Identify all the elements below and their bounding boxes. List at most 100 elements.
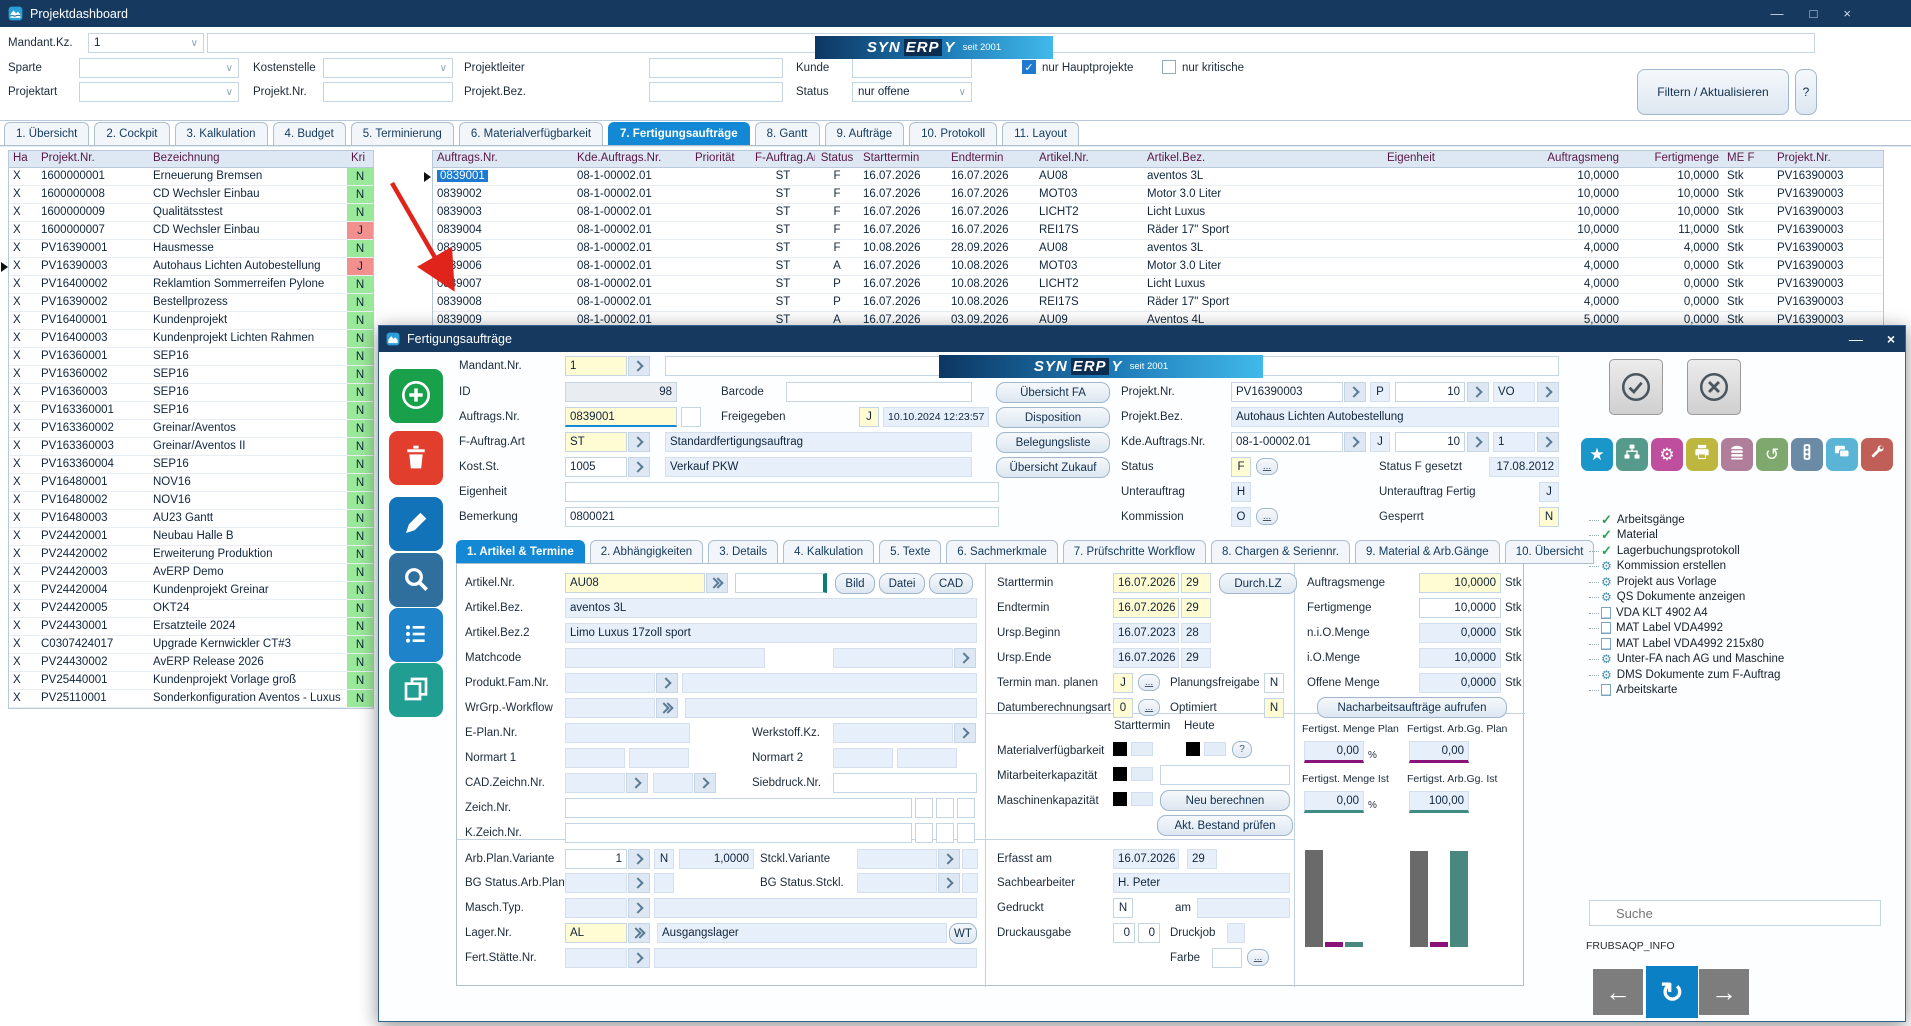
- nur-hauptprojekte-checkbox[interactable]: ✓: [1022, 60, 1036, 74]
- lookup-chevron-icon[interactable]: [1467, 382, 1489, 402]
- lookup-chevron-icon[interactable]: [628, 873, 650, 893]
- lookup-chevron-icon[interactable]: [628, 457, 650, 477]
- table-row[interactable]: X PV16390002 Bestellprozess N: [9, 294, 373, 312]
- comments-button[interactable]: [1826, 438, 1858, 471]
- nacharbeitsauftraege-button[interactable]: Nacharbeitsaufträge aufrufen: [1317, 697, 1507, 718]
- list-button[interactable]: [389, 608, 443, 662]
- lookup-chevron-icon[interactable]: [1537, 432, 1559, 452]
- table-row[interactable]: X PV16400002 Reklamtion Sommerreifen Pylon…: [9, 276, 373, 294]
- print-button[interactable]: [1686, 438, 1718, 471]
- dialog-tab[interactable]: 5. Texte: [879, 540, 942, 564]
- projekt-pos-input[interactable]: 10: [1395, 382, 1465, 402]
- mitarbeiter-field[interactable]: [1160, 765, 1290, 785]
- wrgrp-input[interactable]: [565, 698, 655, 718]
- lookup-chevron-icon[interactable]: [694, 773, 716, 793]
- dialog-tab[interactable]: 8. Chargen & Seriennr.: [1210, 540, 1350, 564]
- tree-item[interactable]: VDA KLT 4902 A4: [1587, 605, 1784, 621]
- tree-item[interactable]: MAT Label VDA4992 215x80: [1587, 636, 1784, 652]
- mandant-nr-input[interactable]: 1: [565, 356, 627, 376]
- auftrags-nr-input[interactable]: 0839001: [565, 407, 677, 427]
- tree-item[interactable]: ⚙ Kommission erstellen: [1587, 559, 1784, 575]
- table-row[interactable]: X PV163360001 SEP16 N: [9, 402, 373, 420]
- datei-button[interactable]: Datei: [879, 573, 925, 594]
- kde-pos-input[interactable]: 10: [1395, 432, 1465, 452]
- table-row[interactable]: 0839006 08-1-00002.01 ST A 16.07.2026 10.08.2…: [433, 258, 1883, 276]
- dialog-close-button[interactable]: ×: [1886, 331, 1895, 347]
- table-row[interactable]: X 1600000007 CD Wechsler Einbau J: [9, 222, 373, 240]
- produkt-fam-input[interactable]: [565, 673, 655, 693]
- bemerkung-input[interactable]: 0800021: [565, 507, 999, 527]
- table-row[interactable]: 0839004 08-1-00002.01 ST F 16.07.2026 16.07.2…: [433, 222, 1883, 240]
- dialog-minimize-button[interactable]: —: [1848, 331, 1863, 347]
- lookup-chevron-icon[interactable]: [954, 648, 976, 668]
- main-tab[interactable]: 10. Protokoll: [909, 122, 998, 145]
- kommission-flag[interactable]: O: [1231, 507, 1251, 527]
- zeich-cell3[interactable]: [957, 798, 975, 818]
- durch-lz-button[interactable]: Durch.LZ: [1219, 573, 1297, 594]
- kostenstelle-select[interactable]: ∨: [323, 58, 453, 78]
- help-button[interactable]: ?: [1795, 69, 1817, 115]
- optimiert-flag[interactable]: N: [1264, 698, 1284, 718]
- projekt-nr-input[interactable]: PV16390003: [1231, 382, 1343, 402]
- e-plan-input[interactable]: [565, 723, 690, 743]
- table-row[interactable]: X PV16480003 AU23 Gantt N: [9, 510, 373, 528]
- table-row[interactable]: X PV16390001 Hausmesse N: [9, 240, 373, 258]
- dialog-tab[interactable]: 1. Artikel & Termine: [456, 540, 585, 564]
- lookup-chevron-icon[interactable]: [628, 356, 650, 376]
- copy-button[interactable]: [389, 663, 443, 717]
- table-row[interactable]: X PV24420003 AvERP Demo N: [9, 564, 373, 582]
- lookup-chevron-icon[interactable]: [628, 948, 650, 968]
- main-tab[interactable]: 3. Kalkulation: [174, 122, 268, 145]
- matchcode2-field[interactable]: [833, 648, 953, 668]
- tree-item[interactable]: ⚙ QS Dokumente anzeigen: [1587, 590, 1784, 606]
- normart1b-input[interactable]: [629, 748, 689, 768]
- table-row[interactable]: X 1600000001 Erneuerung Bremsen N: [9, 168, 373, 186]
- table-row[interactable]: X PV24420002 Erweiterung Produktion N: [9, 546, 373, 564]
- confirm-button[interactable]: [1609, 359, 1663, 415]
- gedruckt-flag[interactable]: N: [1113, 898, 1133, 918]
- lookup-chevron-icon[interactable]: [1467, 432, 1489, 452]
- table-row[interactable]: X C0307424017 Upgrade Kernwickler CT#3 N: [9, 636, 373, 654]
- table-row[interactable]: X PV163360002 Greinar/Aventos N: [9, 420, 373, 438]
- wrench-button[interactable]: [1861, 438, 1893, 471]
- fert-staette-input[interactable]: [565, 948, 627, 968]
- f-auftrag-art-input[interactable]: ST: [565, 432, 627, 452]
- table-row[interactable]: 0839003 08-1-00002.01 ST F 16.07.2026 16.07.2…: [433, 204, 1883, 222]
- add-button[interactable]: [389, 369, 443, 423]
- main-tab[interactable]: 5. Terminierung: [350, 122, 454, 145]
- table-row[interactable]: 0839008 08-1-00002.01 ST P 16.07.2026 10.08.2…: [433, 294, 1883, 312]
- table-row[interactable]: X PV24430001 Ersatzteile 2024 N: [9, 618, 373, 636]
- table-row[interactable]: X PV16480002 NOV16 N: [9, 492, 373, 510]
- lookup-chevron-icon[interactable]: [628, 849, 650, 869]
- previous-record-button[interactable]: ←: [1593, 969, 1643, 1015]
- stckl-variante-input[interactable]: [857, 849, 937, 869]
- lookup-chevron-icon[interactable]: [628, 898, 650, 918]
- datumberechnungsart-flag[interactable]: 0: [1113, 698, 1133, 718]
- k-zeich-nr-input[interactable]: [565, 823, 912, 843]
- tree-item[interactable]: ⚙ DMS Dokumente zum F-Auftrag: [1587, 667, 1784, 683]
- barcode-input[interactable]: [786, 382, 972, 402]
- close-button[interactable]: ×: [1843, 6, 1851, 21]
- dialog-status-input[interactable]: F: [1231, 457, 1251, 477]
- tree-item[interactable]: ⚙ Unter-FA nach AG und Maschine: [1587, 652, 1784, 668]
- normart1-input[interactable]: [565, 748, 625, 768]
- projektnr-field[interactable]: [323, 82, 453, 102]
- table-row[interactable]: X PV24420004 Kundenprojekt Greinar N: [9, 582, 373, 600]
- table-row[interactable]: X PV163360003 Greinar/Aventos II N: [9, 438, 373, 456]
- tree-item[interactable]: ⚙ Projekt aus Vorlage: [1587, 574, 1784, 590]
- mandant-select[interactable]: 1 ∨: [88, 33, 204, 53]
- tree-item[interactable]: MAT Label VDA4992: [1587, 621, 1784, 637]
- nur-kritische-checkbox[interactable]: [1162, 60, 1176, 74]
- termin-man-flag[interactable]: J: [1113, 673, 1133, 693]
- artikel-nr-input[interactable]: AU08: [565, 573, 705, 593]
- layers-button[interactable]: [1721, 438, 1753, 471]
- delete-button[interactable]: [389, 431, 443, 485]
- lookup-chevron-icon[interactable]: [1344, 382, 1366, 402]
- table-row[interactable]: X PV16360002 SEP16 N: [9, 366, 373, 384]
- table-row[interactable]: 0839005 08-1-00002.01 ST F 10.08.2026 28.09.2…: [433, 240, 1883, 258]
- cad-button[interactable]: CAD: [929, 573, 973, 594]
- auftragsmenge-input[interactable]: 10,0000: [1419, 573, 1501, 593]
- auftrags-nr-suffix-input[interactable]: [681, 407, 701, 427]
- table-row[interactable]: X 1600000008 CD Wechsler Einbau N: [9, 186, 373, 204]
- lookup-chevron-icon[interactable]: [938, 873, 960, 893]
